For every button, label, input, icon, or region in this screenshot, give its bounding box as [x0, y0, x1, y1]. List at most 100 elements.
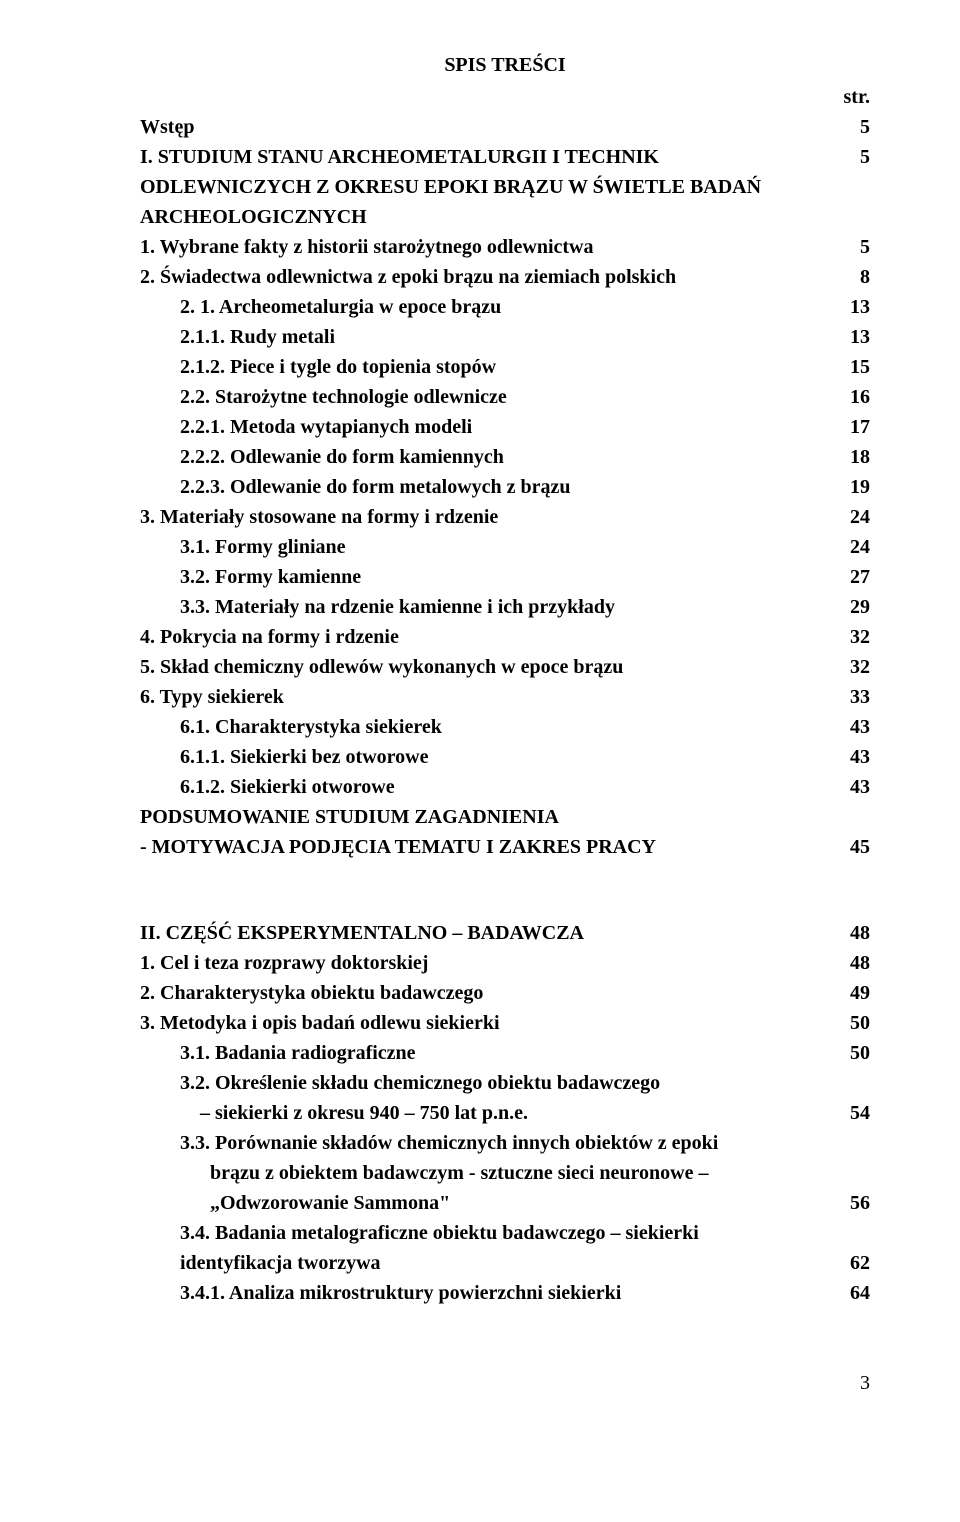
toc-label: – siekierki z okresu 940 – 750 lat p.n.e…: [140, 1098, 830, 1128]
toc-label: 2. 1. Archeometalurgia w epoce brązu: [140, 292, 830, 322]
toc-page: 43: [830, 712, 870, 742]
toc-page: 43: [830, 772, 870, 802]
toc-label: 3.4.1. Analiza mikrostruktury powierzchn…: [140, 1278, 830, 1308]
toc-page: 49: [830, 978, 870, 1008]
toc-label: 2.1.1. Rudy metali: [140, 322, 830, 352]
toc-page: 16: [830, 382, 870, 412]
document-page: SPIS TREŚCI str. Wstęp 5 I. STUDIUM STAN…: [0, 0, 960, 1428]
toc-label: 6. Typy siekierek: [140, 682, 830, 712]
toc-label: 3.3. Materiały na rdzenie kamienne i ich…: [140, 592, 830, 622]
toc-label: 2. Charakterystyka obiektu badawczego: [140, 978, 830, 1008]
section-gap: [140, 862, 870, 890]
str-label: str.: [830, 82, 870, 112]
toc-page: 50: [830, 1038, 870, 1068]
toc-row: 3.4. Badania metalograficzne obiektu bad…: [140, 1218, 870, 1248]
toc-label: 1. Cel i teza rozprawy doktorskiej: [140, 948, 830, 978]
toc-page: 33: [830, 682, 870, 712]
toc-row: 2.1.1. Rudy metali 13: [140, 322, 870, 352]
toc-page: 17: [830, 412, 870, 442]
toc-row: - MOTYWACJA PODJĘCIA TEMATU I ZAKRES PRA…: [140, 832, 870, 862]
toc-row: II. CZĘŚĆ EKSPERYMENTALNO – BADAWCZA 48: [140, 918, 870, 948]
toc-label: II. CZĘŚĆ EKSPERYMENTALNO – BADAWCZA: [140, 918, 830, 948]
toc-row: 6.1. Charakterystyka siekierek 43: [140, 712, 870, 742]
toc-label: 2. Świadectwa odlewnictwa z epoki brązu …: [140, 262, 830, 292]
toc-label: I. STUDIUM STANU ARCHEOMETALURGII I TECH…: [140, 142, 830, 232]
toc-row: PODSUMOWANIE STUDIUM ZAGADNIENIA: [140, 802, 870, 832]
toc-label: 3.2. Określenie składu chemicznego obiek…: [140, 1068, 830, 1098]
toc-row: 3. Metodyka i opis badań odlewu siekierk…: [140, 1008, 870, 1038]
toc-label: 2.2. Starożytne technologie odlewnicze: [140, 382, 830, 412]
toc-page: 18: [830, 442, 870, 472]
toc-label: 2.2.1. Metoda wytapianych modeli: [140, 412, 830, 442]
toc-page: 54: [830, 1098, 870, 1128]
toc-page: 15: [830, 352, 870, 382]
toc-row: 2. Świadectwa odlewnictwa z epoki brązu …: [140, 262, 870, 292]
page-number: 3: [140, 1368, 870, 1398]
toc-label: 6.1.2. Siekierki otworowe: [140, 772, 830, 802]
toc-row: 1. Wybrane fakty z historii starożytnego…: [140, 232, 870, 262]
toc-row: 6. Typy siekierek 33: [140, 682, 870, 712]
toc-page: 19: [830, 472, 870, 502]
toc-page: 24: [830, 502, 870, 532]
toc-row: brązu z obiektem badawczym - sztuczne si…: [140, 1158, 870, 1188]
toc-label: 3.1. Badania radiograficzne: [140, 1038, 830, 1068]
toc-page: 5: [830, 232, 870, 262]
toc-label: 3. Metodyka i opis badań odlewu siekierk…: [140, 1008, 830, 1038]
toc-page: 29: [830, 592, 870, 622]
toc-row: 5. Skład chemiczny odlewów wykonanych w …: [140, 652, 870, 682]
toc-row: 2.2. Starożytne technologie odlewnicze 1…: [140, 382, 870, 412]
toc-page: 48: [830, 918, 870, 948]
toc-row: identyfikacja tworzywa 62: [140, 1248, 870, 1278]
toc-page: 50: [830, 1008, 870, 1038]
toc-label: 3.2. Formy kamienne: [140, 562, 830, 592]
toc-row: 4. Pokrycia na formy i rdzenie 32: [140, 622, 870, 652]
toc-row: 3.2. Określenie składu chemicznego obiek…: [140, 1068, 870, 1098]
toc-label: PODSUMOWANIE STUDIUM ZAGADNIENIA: [140, 802, 830, 832]
toc-row: 2.1.2. Piece i tygle do topienia stopów …: [140, 352, 870, 382]
toc-label: 4. Pokrycia na formy i rdzenie: [140, 622, 830, 652]
toc-row: 3.1. Badania radiograficzne 50: [140, 1038, 870, 1068]
toc-label: 3.4. Badania metalograficzne obiektu bad…: [140, 1218, 830, 1248]
toc-row: „Odwzorowanie Sammona" 56: [140, 1188, 870, 1218]
toc-page: 8: [830, 262, 870, 292]
toc-row: 3.3. Materiały na rdzenie kamienne i ich…: [140, 592, 870, 622]
toc-row: Wstęp 5: [140, 112, 870, 142]
toc-row: 1. Cel i teza rozprawy doktorskiej 48: [140, 948, 870, 978]
toc-label: 6.1. Charakterystyka siekierek: [140, 712, 830, 742]
toc-label: Wstęp: [140, 112, 830, 142]
toc-row: – siekierki z okresu 940 – 750 lat p.n.e…: [140, 1098, 870, 1128]
section-gap: [140, 890, 870, 918]
toc-label: „Odwzorowanie Sammona": [140, 1188, 830, 1218]
toc-page: 48: [830, 948, 870, 978]
toc-page: 62: [830, 1248, 870, 1278]
toc-label: 3.3. Porównanie składów chemicznych inny…: [140, 1128, 830, 1158]
toc-label: brązu z obiektem badawczym - sztuczne si…: [140, 1158, 830, 1188]
toc-row: 2.2.3. Odlewanie do form metalowych z br…: [140, 472, 870, 502]
toc-row: 2. 1. Archeometalurgia w epoce brązu 13: [140, 292, 870, 322]
toc-page: 24: [830, 532, 870, 562]
toc-label: 2.1.2. Piece i tygle do topienia stopów: [140, 352, 830, 382]
header-row: str.: [140, 82, 870, 112]
toc-page: 32: [830, 652, 870, 682]
toc-label: 1. Wybrane fakty z historii starożytnego…: [140, 232, 830, 262]
toc-row: 3.2. Formy kamienne 27: [140, 562, 870, 592]
toc-label: identyfikacja tworzywa: [140, 1248, 830, 1278]
toc-page: 5: [830, 142, 870, 172]
toc-label: 2.2.3. Odlewanie do form metalowych z br…: [140, 472, 830, 502]
toc-label: 6.1.1. Siekierki bez otworowe: [140, 742, 830, 772]
toc-row: 2.2.1. Metoda wytapianych modeli 17: [140, 412, 870, 442]
toc-row: 3.4.1. Analiza mikrostruktury powierzchn…: [140, 1278, 870, 1308]
toc-page: 5: [830, 112, 870, 142]
toc-page: 56: [830, 1188, 870, 1218]
toc-page: 32: [830, 622, 870, 652]
toc-label: - MOTYWACJA PODJĘCIA TEMATU I ZAKRES PRA…: [140, 832, 830, 862]
toc-row: 6.1.2. Siekierki otworowe 43: [140, 772, 870, 802]
toc-page: 13: [830, 292, 870, 322]
toc-page: 13: [830, 322, 870, 352]
toc-row: 2. Charakterystyka obiektu badawczego 49: [140, 978, 870, 1008]
toc-row: I. STUDIUM STANU ARCHEOMETALURGII I TECH…: [140, 142, 870, 232]
toc-page: 64: [830, 1278, 870, 1308]
toc-row: 6.1.1. Siekierki bez otworowe 43: [140, 742, 870, 772]
toc-label: 2.2.2. Odlewanie do form kamiennych: [140, 442, 830, 472]
toc-page: 27: [830, 562, 870, 592]
